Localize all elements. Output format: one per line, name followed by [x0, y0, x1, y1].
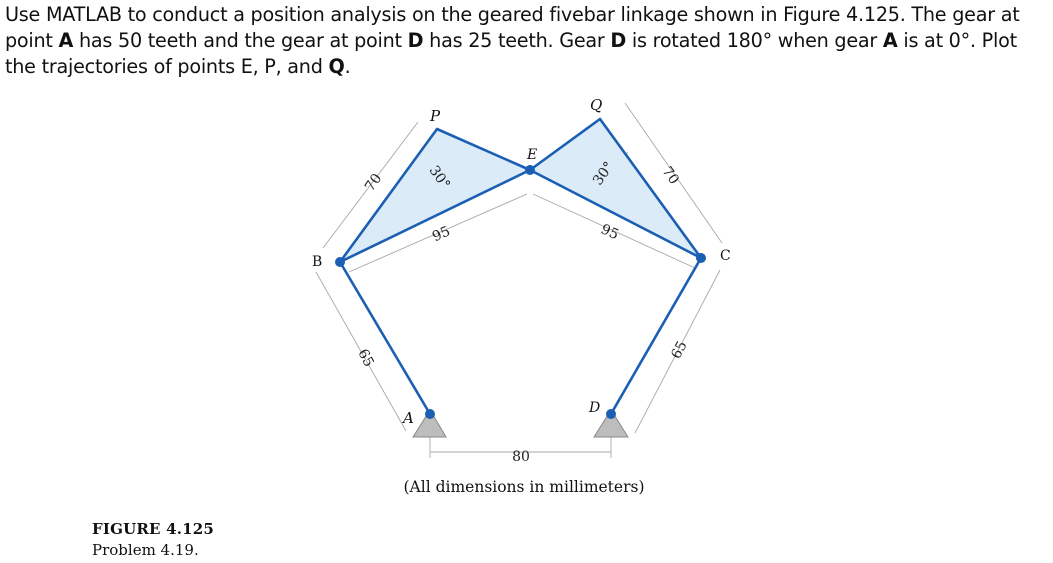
dim-eq-95: 95 [598, 221, 621, 243]
problem-text-4: is rotated 180° when gear [626, 29, 883, 52]
dim-ad-80: 80 [512, 449, 530, 465]
problem-text-6: . [344, 55, 351, 78]
problem-text-1: Use MATLAB to conduct a position analysi… [5, 3, 1020, 52]
dimensions-note: (All dimensions in millimeters) [403, 478, 645, 496]
figure-caption: FIGURE 4.125 Problem 4.19. [92, 519, 214, 561]
dim-qc-70: 70 [659, 164, 682, 188]
point-d-label: D [407, 29, 424, 52]
label-b: B [312, 254, 322, 270]
point-d-label-2: D [610, 29, 627, 52]
ground-support-d [593, 409, 629, 438]
label-d: D [588, 400, 600, 416]
joint-e [525, 165, 535, 175]
dim-line-qc [624, 102, 723, 244]
coupler-triangles [338, 117, 703, 264]
right-triangle-eqc [528, 117, 703, 260]
dimension-lines [315, 102, 723, 458]
figure-label: FIGURE 4.125 [92, 520, 215, 538]
joint-a [425, 409, 435, 419]
joint-d [606, 409, 616, 419]
dim-line-ab [315, 271, 407, 432]
dim-ab-65: 65 [354, 346, 376, 369]
left-triangle-bpe [338, 127, 532, 264]
label-e: E [526, 147, 537, 163]
problem-text-2: has 50 teeth and the gear at point [73, 29, 408, 52]
ground-support-a [412, 409, 447, 438]
label-q: Q [590, 96, 602, 114]
point-labels: P Q E B C A D [312, 96, 731, 427]
dim-line-eq [532, 193, 696, 269]
joint-b [335, 257, 345, 267]
label-a: A [401, 409, 414, 427]
point-a-label-2: A [882, 29, 898, 52]
point-a-label: A [58, 29, 74, 52]
label-p: P [429, 107, 441, 125]
joint-c [696, 253, 706, 263]
problem-statement: Use MATLAB to conduct a position analysi… [5, 2, 1051, 80]
link-ab [338, 260, 432, 416]
point-q-label: Q [328, 55, 345, 78]
dim-line-bp [322, 121, 419, 249]
ground-supports [412, 409, 629, 438]
dim-cd-65: 65 [668, 338, 690, 361]
crank-links [338, 256, 703, 416]
link-dc [609, 256, 703, 416]
problem-text-5: is at 0°. Plot the trajectories of point… [5, 29, 1017, 78]
dim-line-pe [348, 193, 528, 273]
problem-label: Problem 4.19. [92, 541, 199, 559]
problem-text-3: has 25 teeth. Gear [423, 29, 611, 52]
dim-line-cd [634, 269, 721, 434]
joints [335, 165, 706, 419]
label-c: C [720, 248, 731, 264]
dim-pe-95: 95 [430, 223, 453, 245]
